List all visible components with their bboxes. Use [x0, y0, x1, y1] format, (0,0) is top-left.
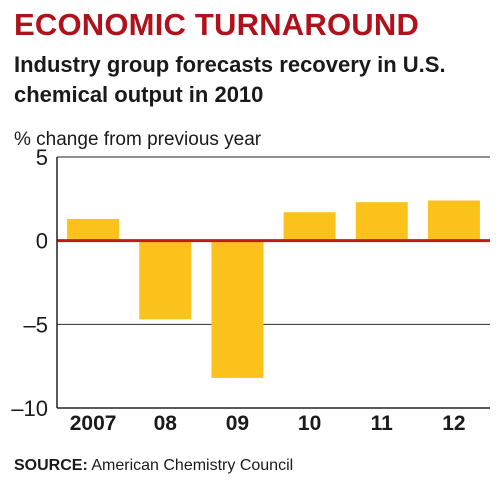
y-tick-label: –5	[24, 312, 48, 337]
bar-2007	[67, 218, 120, 241]
y-axis-unit-label: % change from previous year	[14, 129, 262, 150]
x-tick-label: 09	[226, 412, 249, 435]
bar-09	[211, 240, 264, 378]
x-tick-label: 11	[371, 412, 394, 435]
bar-08	[139, 240, 192, 320]
x-tick-label: 12	[442, 412, 465, 435]
x-tick-label: 10	[298, 412, 321, 435]
source-note: SOURCE: American Chemistry Council	[14, 456, 293, 476]
y-tick-label: 5	[36, 145, 48, 170]
y-tick-label: –10	[11, 396, 48, 421]
plot-frame	[56, 156, 490, 409]
bar-12	[427, 200, 480, 241]
x-tick-label: 08	[154, 412, 178, 435]
source-text: American Chemistry Council	[91, 457, 294, 474]
chart-title: ECONOMIC TURNAROUND	[14, 7, 420, 42]
bar-10	[283, 212, 336, 241]
x-tick-label: 2007	[70, 412, 117, 435]
source-label: SOURCE:	[14, 457, 88, 474]
bars	[67, 200, 480, 378]
y-tick-label: 0	[36, 229, 48, 254]
x-tick-labels: 2007 08 09 10 11 12	[70, 412, 466, 435]
chart-subtitle: Industry group forecasts recovery in U.S…	[14, 52, 446, 107]
gridlines	[57, 156, 490, 409]
bar-11	[355, 202, 408, 241]
y-tick-labels: 5 0 –5 –10	[11, 145, 48, 421]
